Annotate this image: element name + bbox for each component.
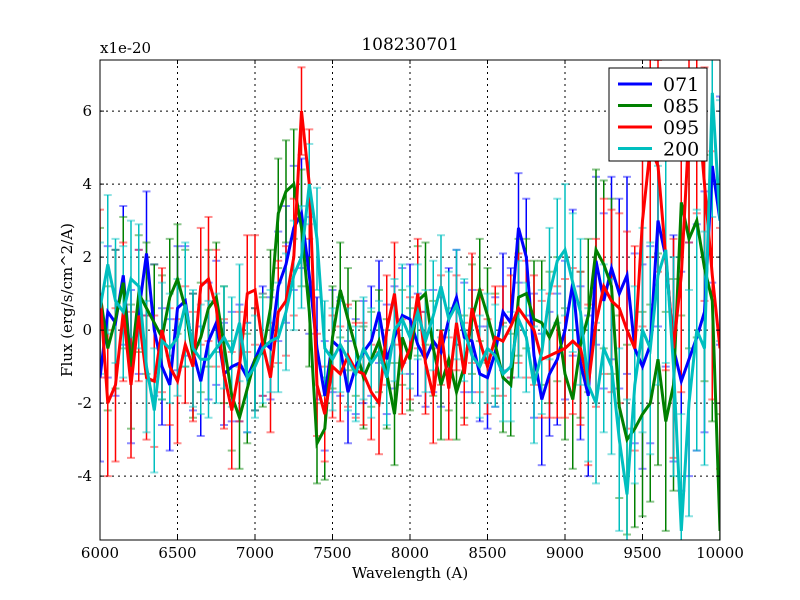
series-line-095 <box>100 92 720 415</box>
x-axis-label: Wavelength (A) <box>352 564 468 582</box>
series-lines <box>100 92 720 531</box>
x-tick-label: 9000 <box>546 544 584 562</box>
x-tick-label: 7000 <box>236 544 274 562</box>
y-tick-label: 2 <box>82 248 92 266</box>
x-tick-label: 6500 <box>158 544 196 562</box>
series-line-071 <box>100 165 720 400</box>
y-tick-label: 4 <box>82 175 92 193</box>
y-tick-label: 0 <box>82 321 92 339</box>
chart-title: 108230701 <box>361 35 458 55</box>
x-tick-label: 7500 <box>313 544 351 562</box>
x-tick-label: 6000 <box>81 544 119 562</box>
series-line-085 <box>100 181 720 531</box>
x-tick-label: 8500 <box>468 544 506 562</box>
x-tick-label: 8000 <box>391 544 429 562</box>
y-tick-label: -2 <box>77 394 92 412</box>
legend-label-085: 085 <box>663 96 699 118</box>
y-tick-label: 6 <box>82 102 92 120</box>
ticks: 6000 6500 7000 7500 8000 8500 9000 9500 10000 -4 -… <box>77 60 744 562</box>
x-tick-label: 10000 <box>696 544 744 562</box>
offset-label: x1e-20 <box>100 39 151 57</box>
y-tick-label: -4 <box>77 467 92 485</box>
x-tick-label: 9500 <box>623 544 661 562</box>
legend-label-071: 071 <box>663 74 699 96</box>
legend-label-200: 200 <box>663 139 699 161</box>
y-axis-label: Flux (erg/s/cm^2/A) <box>58 223 76 377</box>
legend-label-095: 095 <box>663 117 699 139</box>
series-line-200 <box>100 92 720 531</box>
